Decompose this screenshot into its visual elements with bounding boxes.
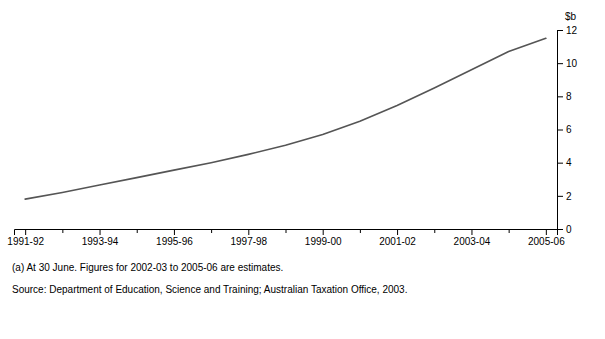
x-tick <box>62 229 63 233</box>
x-tick-mark <box>137 229 138 233</box>
x-tick: 1999-00 <box>305 229 342 247</box>
x-tick: 2001-02 <box>379 229 416 247</box>
x-tick-mark <box>397 229 398 235</box>
y-tick-mark <box>557 196 563 197</box>
y-tick-label: 0 <box>566 224 572 235</box>
y-tick: 10 <box>557 58 578 69</box>
y-tick: 0 <box>557 224 572 235</box>
y-tick-mark <box>557 163 563 164</box>
x-tick-label: 1997-98 <box>230 236 267 247</box>
y-tick-mark <box>557 130 563 131</box>
x-tick-mark <box>360 229 361 233</box>
y-tick: 8 <box>557 91 572 102</box>
x-tick <box>211 229 212 233</box>
x-tick-mark <box>211 229 212 233</box>
x-tick <box>286 229 287 233</box>
x-tick-label: 2003-04 <box>454 236 491 247</box>
y-tick: 12 <box>557 25 578 36</box>
x-tick <box>509 229 510 233</box>
x-tick-label: 1991-92 <box>7 236 44 247</box>
x-tick: 2003-04 <box>454 229 491 247</box>
x-tick-label: 2001-02 <box>379 236 416 247</box>
y-tick-label: 8 <box>566 91 572 102</box>
y-tick: 4 <box>557 157 572 168</box>
x-tick: 1995-96 <box>156 229 193 247</box>
x-tick-label: 1993-94 <box>82 236 119 247</box>
x-tick-mark <box>471 229 472 235</box>
x-tick: 2005-06 <box>528 229 565 247</box>
x-tick-label: 1999-00 <box>305 236 342 247</box>
x-tick: 1991-92 <box>7 229 44 247</box>
y-axis-line <box>558 31 564 230</box>
footnote: (a) At 30 June. Figures for 2002-03 to 2… <box>12 262 283 273</box>
x-tick-mark <box>434 229 435 233</box>
x-tick-mark <box>100 229 101 235</box>
y-tick-mark <box>557 30 563 31</box>
plot: 1991-92 1993-94 1995-96 1997-98 1999-00 2001-… <box>7 25 577 247</box>
y-tick-mark <box>557 96 563 97</box>
footnote: Source: Department of Education, Science… <box>12 284 407 295</box>
y-tick-label: 2 <box>566 191 572 202</box>
chart: 1991-92 1993-94 1995-96 1997-98 1999-00 2001-… <box>0 0 605 339</box>
x-tick <box>360 229 361 233</box>
x-tick <box>434 229 435 233</box>
y-tick: 6 <box>557 124 572 135</box>
x-tick: 1993-94 <box>82 229 119 247</box>
x-tick-mark <box>546 229 547 235</box>
x-tick-mark <box>286 229 287 233</box>
x-axis: 1991-92 1993-94 1995-96 1997-98 1999-00 2001-… <box>7 229 565 247</box>
x-tick-mark <box>509 229 510 233</box>
line <box>25 38 546 199</box>
x-tick-mark <box>25 229 26 235</box>
x-tick-label: 2005-06 <box>528 236 565 247</box>
x-tick-mark <box>174 229 175 235</box>
x-axis-line <box>15 230 558 236</box>
y-tick: 2 <box>557 191 572 202</box>
x-tick: 1997-98 <box>230 229 267 247</box>
y-tick-label: 4 <box>566 157 572 168</box>
y-tick-mark <box>557 63 563 64</box>
y-tick-mark <box>557 229 563 230</box>
series <box>25 38 546 199</box>
x-tick-mark <box>323 229 324 235</box>
y-label: $b <box>565 11 577 22</box>
y-tick-label: 10 <box>566 58 578 69</box>
y-axis: 0 2 4 6 8 10 12 <box>557 25 578 235</box>
x-tick <box>137 229 138 233</box>
x-tick-mark <box>62 229 63 233</box>
x-tick-mark <box>248 229 249 235</box>
y-tick-label: 12 <box>566 25 578 36</box>
y-tick-label: 6 <box>566 124 572 135</box>
x-tick-label: 1995-96 <box>156 236 193 247</box>
